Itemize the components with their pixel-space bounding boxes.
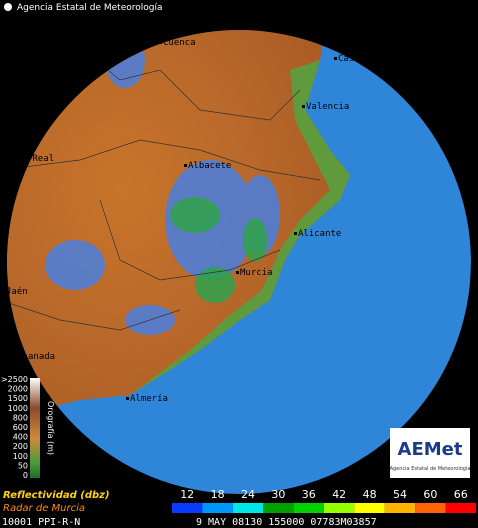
orography-tick: 800 <box>13 413 28 422</box>
radar-disc <box>7 30 471 494</box>
header-title: Agencia Estatal de Meteorología <box>17 3 163 13</box>
city-dot <box>184 164 187 167</box>
reflectivity-scale: 12 18 24 30 36 42 48 54 60 66 <box>172 488 476 513</box>
scale-label: 30 <box>271 488 285 501</box>
logo-name: AEMet <box>398 439 463 460</box>
city-label: iudad Real <box>0 154 54 164</box>
logo: AEMet Agencia Estatal de Meteorología <box>390 428 471 478</box>
city-label: Almería <box>130 394 168 404</box>
city-dot <box>159 41 162 44</box>
city-label: Castellón <box>338 53 387 64</box>
scale-swatch <box>415 503 446 513</box>
orography-tick: 200 <box>13 442 28 451</box>
city-dot <box>294 232 297 235</box>
logo-subtitle: Agencia Estatal de Meteorología <box>390 465 471 472</box>
city-dot <box>236 271 239 274</box>
orography-tick: 100 <box>13 452 28 461</box>
borders <box>7 30 321 331</box>
scale-swatch <box>324 503 355 513</box>
city-dot <box>2 290 5 293</box>
city-dot <box>334 57 337 60</box>
orography-tick: 1000 <box>8 404 28 413</box>
scale-label: 12 <box>180 488 194 501</box>
precipitation-core <box>170 197 267 303</box>
scale-label: 66 <box>454 488 468 501</box>
city-label: Jaén <box>6 286 28 297</box>
scale-swatch <box>293 503 324 513</box>
header-icon <box>4 3 12 11</box>
footer-station: 10001 PPI-R-N <box>2 517 80 528</box>
scale-swatch <box>232 503 264 513</box>
city-labels: Cuenca Castellón Valencia iudad Real Albacet… <box>0 38 387 404</box>
city-label: anada <box>28 352 55 362</box>
orography-tick: 50 <box>18 461 28 470</box>
reflectivity-title: Reflectividad (dbz) <box>3 490 110 501</box>
scale-label: 54 <box>393 488 407 501</box>
city-label: Alicante <box>298 229 341 239</box>
city-dot <box>302 105 305 108</box>
scale-label: 48 <box>363 488 377 501</box>
scale-label: 18 <box>211 488 225 501</box>
orography-legend: Orografía (m) >2500200015001000800600400… <box>1 375 55 480</box>
city-label: Albacete <box>188 161 231 171</box>
orography-tick: 400 <box>13 433 28 442</box>
city-dot <box>24 355 27 358</box>
scale-label: 24 <box>241 488 255 501</box>
coastal-lowland <box>130 60 350 395</box>
footer-timestamp: 9 MAY 08130 155000 07783M03857 <box>196 517 377 528</box>
scale-label: 42 <box>332 488 346 501</box>
scale-label: 36 <box>302 488 316 501</box>
orography-tick: 1500 <box>8 394 28 403</box>
orography-tick: 600 <box>13 423 28 432</box>
scale-swatch <box>354 503 385 513</box>
city-label: Murcia <box>240 268 273 278</box>
city-label: Valencia <box>306 102 349 112</box>
scale-swatch <box>172 503 203 513</box>
orography-bar <box>30 378 40 478</box>
scale-swatch <box>384 503 416 513</box>
scale-swatch <box>202 503 233 513</box>
orography-title: Orografía (m) <box>46 401 55 455</box>
orography-tick: 2000 <box>8 385 28 394</box>
precipitation <box>45 32 280 335</box>
logo-box <box>390 428 470 478</box>
orography-tick: >2500 <box>1 375 28 384</box>
scale-label: 60 <box>423 488 437 501</box>
city-dot <box>126 397 129 400</box>
city-label: Cuenca <box>163 38 196 48</box>
orography-tick: 0 <box>23 471 28 480</box>
radar-name: Radar de Murcia <box>3 503 85 514</box>
scale-swatch <box>445 503 476 513</box>
scale-swatch <box>263 503 294 513</box>
